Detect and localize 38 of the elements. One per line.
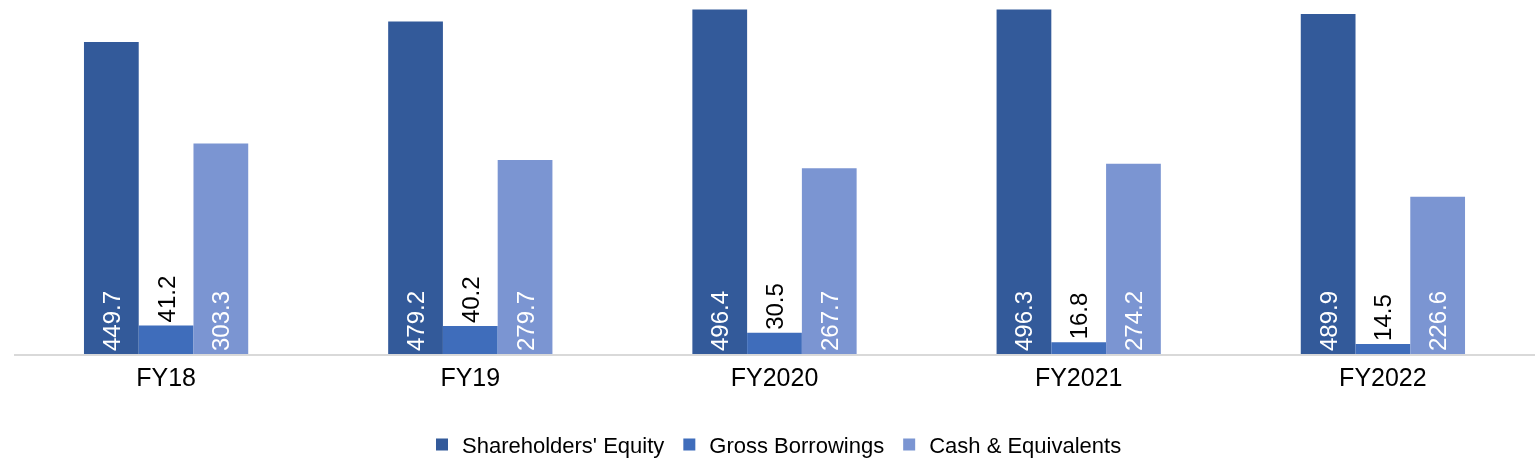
data-label: 16.8 (1065, 292, 1093, 340)
data-label: 489.9 (1314, 290, 1342, 351)
bar (193, 143, 249, 354)
x-tick-label: FY19 (440, 362, 501, 391)
data-label: 496.4 (706, 290, 734, 351)
data-label: 274.2 (1119, 290, 1147, 351)
x-tick-label: FY18 (136, 362, 196, 391)
bar (138, 325, 194, 354)
x-tick-label: FY2022 (1339, 362, 1427, 391)
data-label: 303.3 (207, 290, 235, 351)
bar (497, 159, 553, 354)
bar (692, 9, 748, 354)
bar (996, 9, 1052, 354)
x-tick-label: FY2021 (1034, 362, 1123, 391)
data-label: 226.6 (1424, 290, 1452, 351)
data-label: 14.5 (1369, 294, 1397, 341)
data-label: 40.2 (456, 276, 484, 324)
data-label: 30.5 (761, 283, 788, 330)
bar (1051, 342, 1107, 354)
bar (388, 21, 443, 354)
bar (747, 332, 802, 354)
data-label: 496.3 (1010, 290, 1038, 351)
data-label: 267.7 (815, 290, 843, 351)
bar (1106, 163, 1161, 354)
bar (1300, 13, 1356, 354)
data-label: 449.7 (97, 290, 125, 351)
data-label: 41.2 (152, 275, 180, 323)
legend-label: Gross Borrowings (709, 432, 885, 458)
bar (1410, 196, 1466, 354)
data-label: 279.7 (511, 290, 539, 351)
bar (83, 41, 139, 354)
data-label: 479.2 (402, 290, 430, 351)
bar (442, 326, 498, 354)
bar (801, 168, 857, 354)
x-tick-label: FY2020 (730, 362, 819, 391)
legend-label: Cash & Equivalents (929, 432, 1122, 458)
legend-label: Shareholders' Equity (462, 432, 665, 458)
bar (1355, 343, 1411, 354)
